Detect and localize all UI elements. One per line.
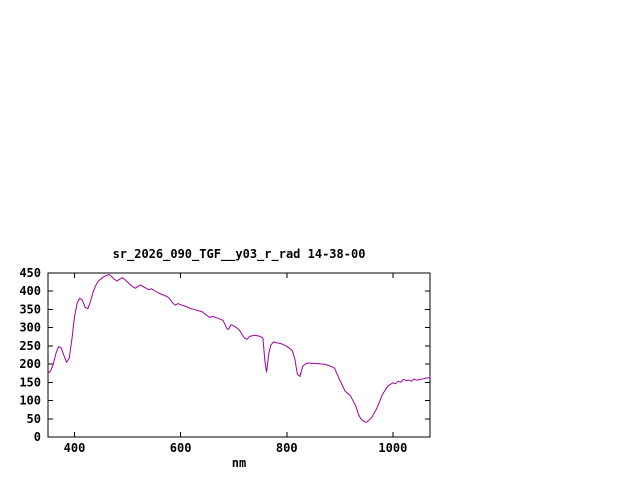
x-tick-label: 400	[64, 441, 86, 455]
x-tick-label: 600	[170, 441, 192, 455]
data-series-line	[47, 274, 431, 423]
x-tick-label: 1000	[378, 441, 407, 455]
y-tick-label: 250	[19, 339, 41, 353]
y-tick-label: 0	[34, 430, 41, 444]
y-tick-label: 400	[19, 284, 41, 298]
y-tick-label: 100	[19, 394, 41, 408]
y-tick-label: 50	[27, 412, 41, 426]
y-tick-label: 450	[19, 266, 41, 280]
x-tick-label: 800	[276, 441, 298, 455]
y-tick-label: 200	[19, 357, 41, 371]
y-tick-label: 350	[19, 302, 41, 316]
x-axis-label: nm	[231, 456, 247, 470]
plot-border	[47, 272, 431, 438]
y-tick-label: 150	[19, 375, 41, 389]
chart-title: sr_2026_090_TGF__y03_r_rad 14-38-00	[112, 247, 366, 261]
y-tick-label: 300	[19, 321, 41, 335]
